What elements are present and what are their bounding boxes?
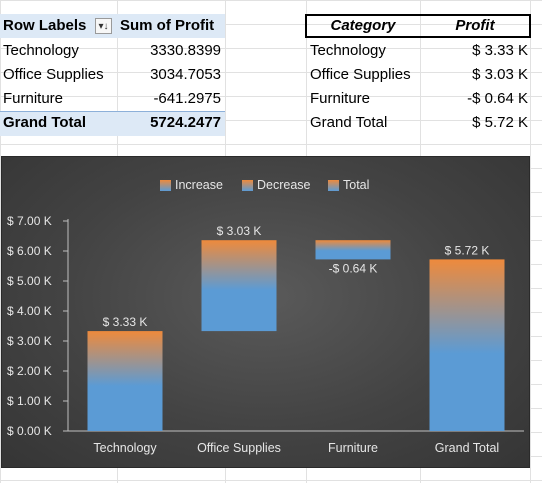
data-label: $ 3.03 K	[217, 224, 262, 238]
pivot-row-value[interactable]: 3034.7053	[150, 66, 221, 83]
x-tick-label: Technology	[93, 441, 157, 455]
legend-total[interactable]: Total	[328, 177, 369, 193]
summary-row-value[interactable]: $ 3.03 K	[472, 66, 528, 83]
y-tick-label: $ 1.00 K	[7, 394, 52, 408]
waterfall-chart[interactable]: Increase Decrease Total $ 0.00 K $ 1.00 K…	[1, 156, 530, 468]
x-tick-label: Office Supplies	[197, 441, 281, 455]
pivot-header-sum-of-profit[interactable]: Sum of Profit	[117, 14, 225, 38]
waterfall-bar-total[interactable]	[429, 259, 505, 431]
waterfall-bar-increase[interactable]	[201, 240, 277, 332]
legend-swatch-icon	[242, 180, 253, 191]
summary-header-border	[305, 14, 531, 38]
summary-row-label[interactable]: Grand Total	[310, 114, 388, 131]
x-tick-label: Furniture	[328, 441, 378, 455]
pivot-row-label[interactable]: Office Supplies	[3, 66, 104, 83]
legend-label: Decrease	[257, 178, 311, 192]
pivot-total-label[interactable]: Grand Total	[3, 114, 87, 131]
legend-decrease[interactable]: Decrease	[242, 177, 311, 193]
legend-swatch-icon	[160, 180, 171, 191]
y-tick-label: $ 4.00 K	[7, 304, 52, 318]
summary-header-profit[interactable]: Profit	[455, 17, 495, 34]
pivot-row-label[interactable]: Technology	[3, 42, 79, 59]
pivot-total-value[interactable]: 5724.2477	[150, 114, 221, 131]
legend-label: Total	[343, 178, 370, 192]
pivot-row-value[interactable]: -641.2975	[153, 90, 221, 107]
pivot-row-label[interactable]: Furniture	[3, 90, 64, 107]
data-label: $ 3.33 K	[103, 315, 148, 329]
summary-row-label[interactable]: Furniture	[310, 90, 371, 107]
filter-dropdown-icon[interactable]: ▾↓	[95, 18, 112, 34]
pivot-total-row	[0, 111, 225, 136]
data-label: $ 5.72 K	[445, 243, 490, 257]
waterfall-bar-increase[interactable]	[87, 331, 163, 431]
pivot-row-value[interactable]: 3330.8399	[150, 42, 221, 59]
column-divider	[530, 0, 531, 483]
y-tick-label: $ 2.00 K	[7, 364, 52, 378]
legend-swatch-icon	[328, 180, 339, 191]
data-label: -$ 0.64 K	[329, 261, 378, 275]
x-tick-label: Grand Total	[435, 441, 499, 455]
y-tick-label: $ 5.00 K	[7, 274, 52, 288]
summary-row-value[interactable]: $ 5.72 K	[472, 114, 528, 131]
summary-header-category[interactable]: Category	[330, 17, 396, 34]
summary-row-label[interactable]: Technology	[310, 42, 386, 59]
summary-row-value[interactable]: -$ 0.64 K	[467, 90, 528, 107]
y-tick-label: $ 7.00 K	[7, 214, 52, 228]
chart-plot-area: $ 0.00 K $ 1.00 K $ 2.00 K $ 3.00 K $ 4.00 K…	[7, 214, 524, 455]
y-tick-label: $ 3.00 K	[7, 334, 52, 348]
legend-increase[interactable]: Increase	[160, 177, 223, 193]
legend-label: Increase	[175, 178, 223, 192]
waterfall-bar-decrease[interactable]	[315, 240, 391, 260]
y-tick-label: $ 6.00 K	[7, 244, 52, 258]
summary-row-label[interactable]: Office Supplies	[310, 66, 411, 83]
summary-row-value[interactable]: $ 3.33 K	[472, 42, 528, 59]
y-tick-label: $ 0.00 K	[7, 424, 52, 438]
